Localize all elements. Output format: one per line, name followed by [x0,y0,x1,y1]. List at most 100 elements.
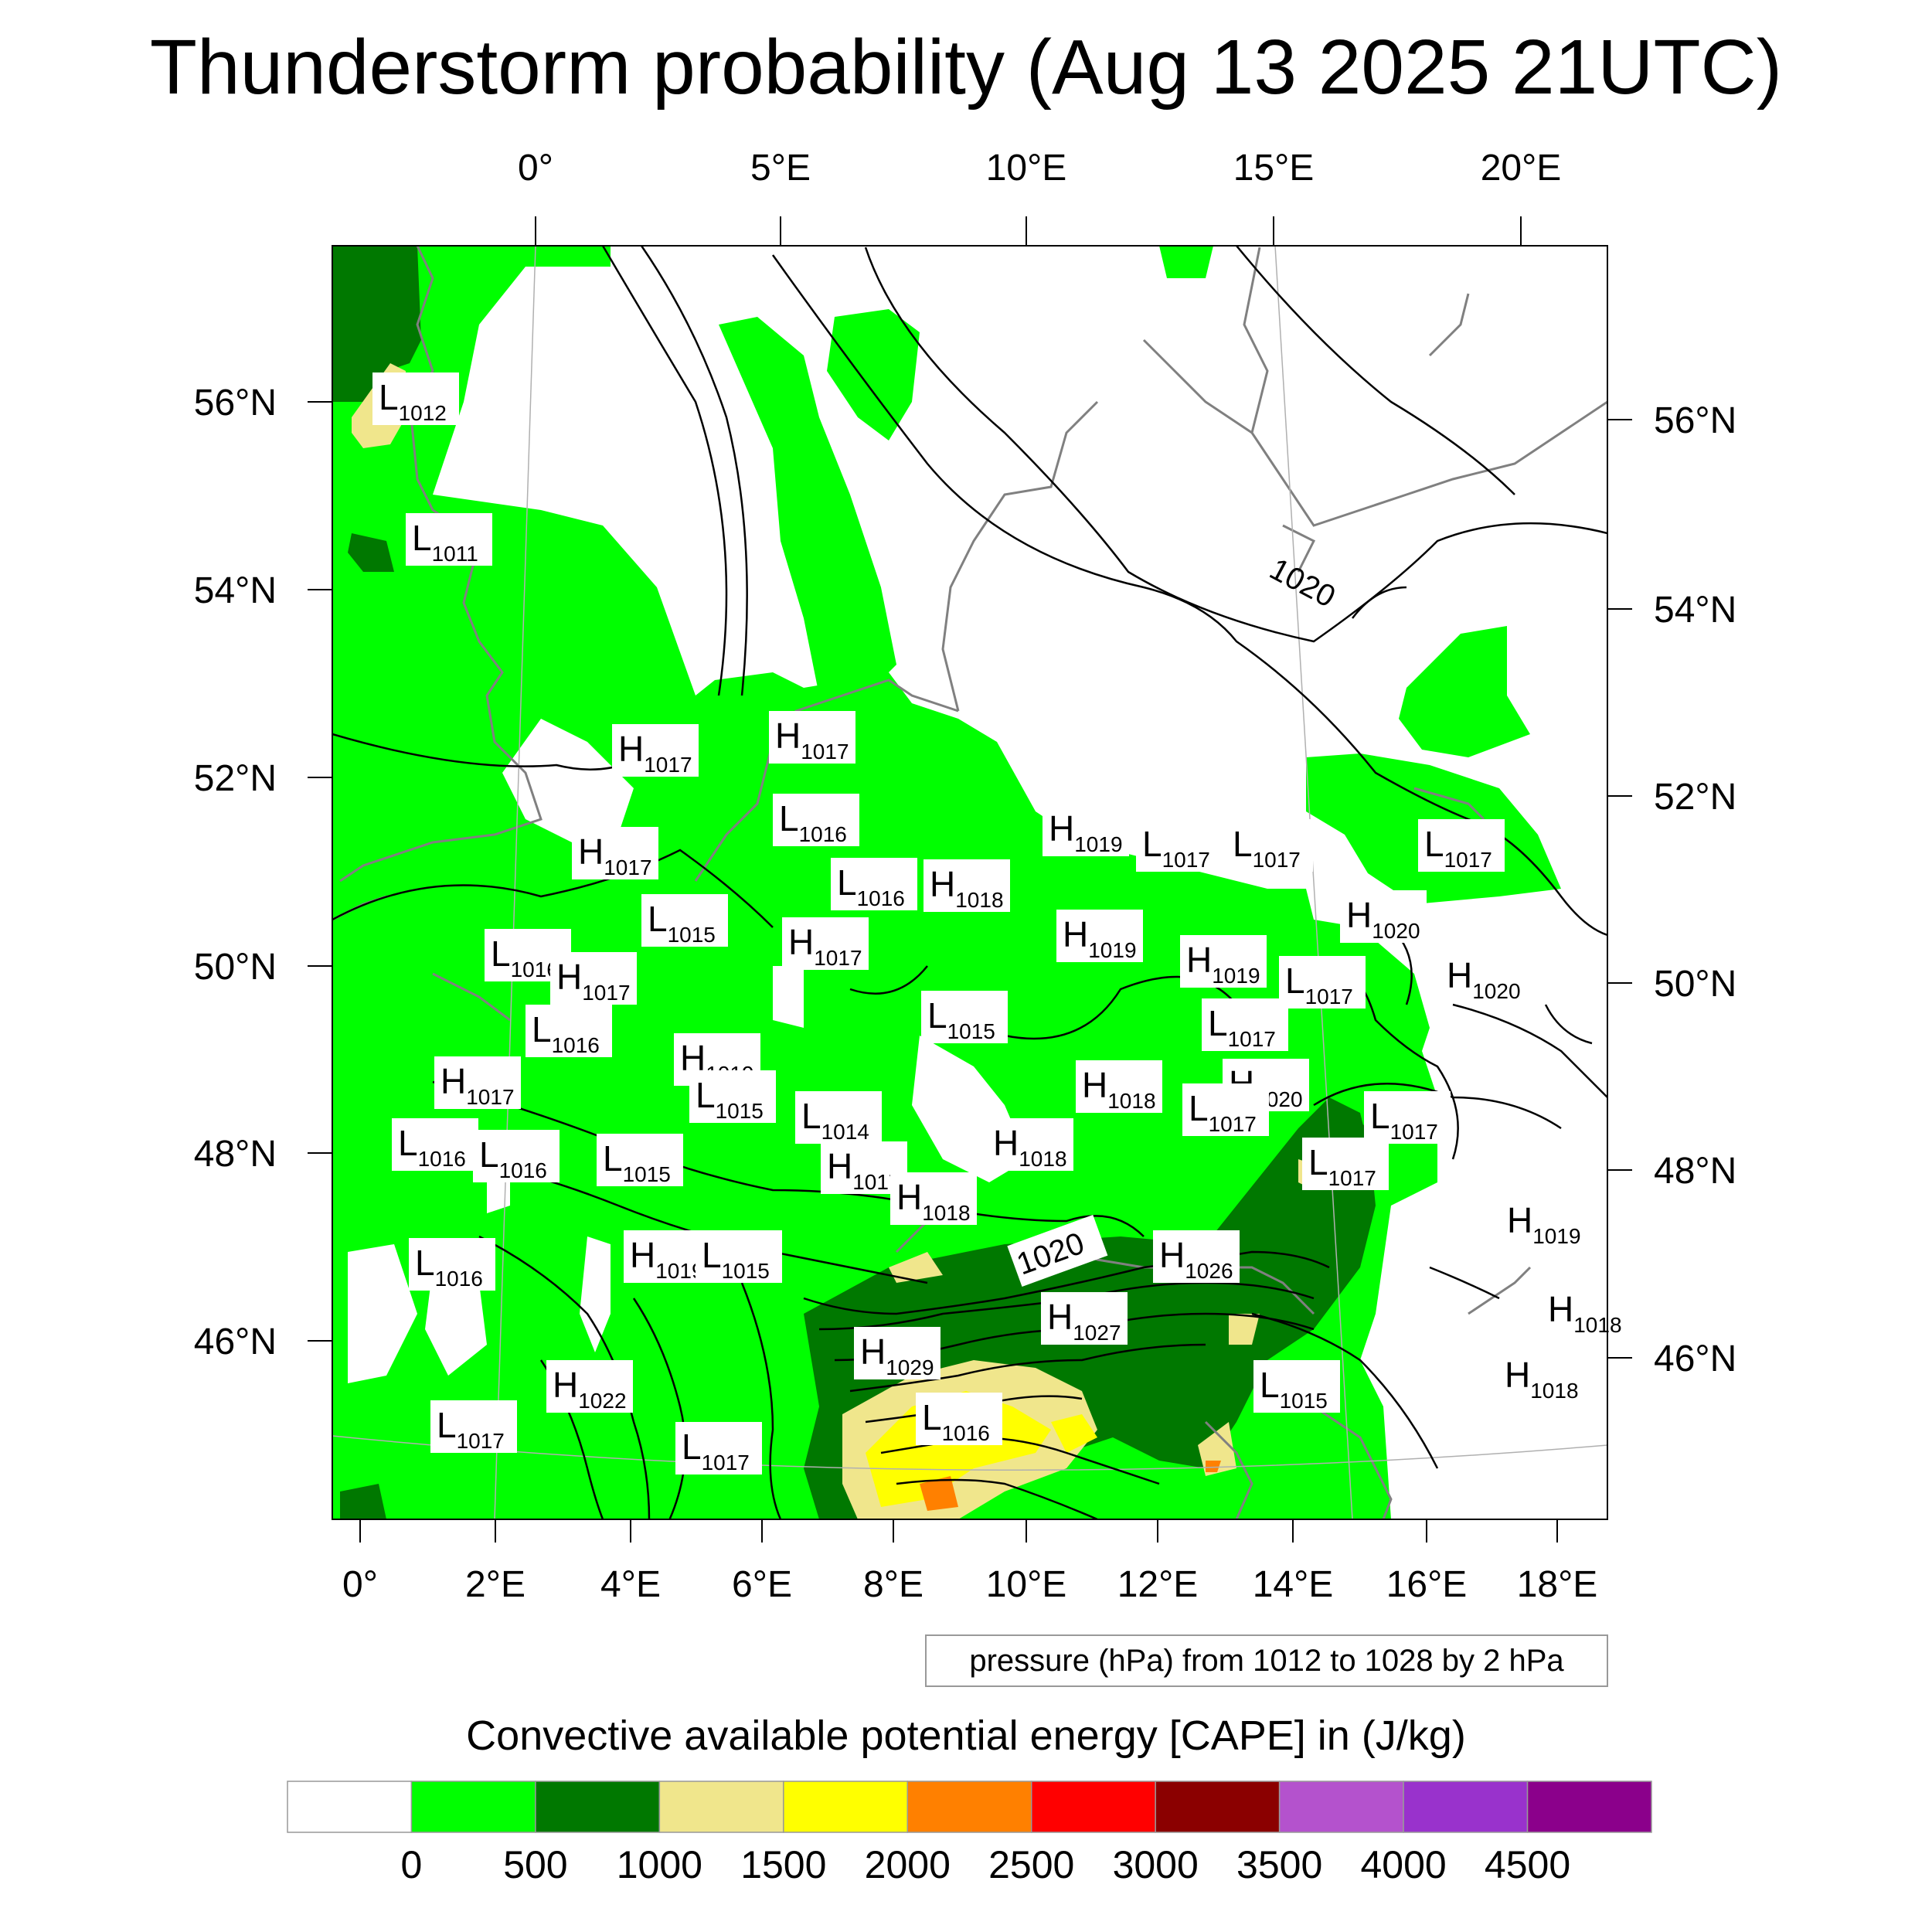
pressure-center-label: H1017 [550,952,637,1005]
svg-text:L1016: L1016 [922,1397,990,1445]
pressure-center-label: L1016 [916,1393,1002,1445]
pressure-center-label: L1016 [773,794,859,846]
colorbar-swatch [1526,1781,1652,1833]
pressure-center-label: L1014 [795,1091,882,1144]
axis-ticks [308,216,1632,1543]
right-tick-label: 46°N [1654,1338,1736,1379]
bottom-tick-label: 4°E [600,1564,661,1605]
pressure-center-label: L1016 [409,1238,495,1291]
pressure-center-label: L1017 [1136,819,1223,872]
svg-text:L1016: L1016 [415,1243,483,1291]
left-tick-label: 52°N [194,758,277,799]
bottom-tick-label: 12°E [1117,1564,1199,1605]
pressure-center-label: L1017 [1202,998,1288,1051]
colorbar-swatch [906,1781,1032,1833]
pressure-center-label: L1016 [473,1130,560,1182]
colorbar [287,1781,1652,1833]
right-tick-label: 50°N [1654,964,1736,1005]
pressure-center-label: L1015 [689,1070,776,1123]
pressure-center-label: H1019 [1043,804,1129,856]
graticule [332,246,1607,1519]
pressure-center-label: L1017 [675,1422,762,1475]
pressure-center-label: H1017 [821,1141,907,1194]
colorbar-label: 1500 [740,1843,826,1886]
colorbar-label: 4000 [1360,1843,1446,1886]
colorbar-swatch [287,1781,413,1833]
map-frame [332,245,1608,1520]
bottom-tick-label: 10°E [986,1564,1067,1605]
pressure-center-label: L1015 [641,894,728,947]
cape-region-channel [332,765,433,927]
bottom-tick-label: 6°E [732,1564,792,1605]
right-tick-label: 56°N [1654,400,1736,441]
top-tick-label: 10°E [986,148,1067,189]
top-tick-label: 0° [518,148,553,189]
coastlines [332,246,1607,1519]
map-title: Thunderstorm probability (Aug 13 2025 21… [149,24,1783,111]
colorbar-label: 0 [401,1843,423,1886]
pressure-center-label: H1020 [1440,951,1527,1003]
colorbar-swatch [783,1781,909,1833]
cape-region-northsea [719,317,896,696]
top-tick-label: 20°E [1481,148,1562,189]
bottom-axis-labels: 0° 2°E 4°E 6°E 8°E 10°E 12°E 14°E 16°E 1… [342,1564,1597,1605]
right-tick-label: 54°N [1654,590,1736,631]
colorbar-swatch [535,1781,661,1833]
right-tick-label: 52°N [1654,777,1736,818]
pressure-center-label: L1017 [1302,1138,1389,1190]
colorbar-label: 2000 [865,1843,951,1886]
left-tick-label: 50°N [194,947,277,988]
bottom-tick-label: 14°E [1253,1564,1334,1605]
pressure-center-label: L1015 [696,1230,782,1283]
colorbar-swatch [1403,1781,1529,1833]
colorbar-label: 4500 [1485,1843,1570,1886]
left-tick-label: 46°N [194,1321,277,1362]
bottom-tick-label: 2°E [465,1564,526,1605]
cape-region-skagerrak [827,309,920,440]
pressure-center-label: H1017 [769,711,855,764]
colorbar-swatch [1155,1781,1281,1833]
colorbar-swatch [410,1781,536,1833]
colorbar-swatch [1278,1781,1404,1833]
pressure-center-label: H1019 [1056,910,1143,962]
pressure-center-label: L1017 [1182,1083,1269,1136]
pressure-center-label: H1018 [923,859,1010,912]
bottom-tick-label: 8°E [863,1564,923,1605]
cape-region-500-1000-scotland [332,246,421,402]
colorbar-swatch [1030,1781,1156,1833]
svg-text:H1017: H1017 [556,957,631,1005]
cape-region-baltic [1399,626,1530,757]
cape-region-1500-2000 [866,1391,1051,1507]
pressure-center-label: H1017 [572,827,658,879]
colorbar-label: 500 [503,1843,567,1886]
pressure-center-label: L1017 [1418,819,1505,872]
pressure-center-label: H1027 [1041,1292,1128,1345]
pressure-center-label: H1018 [987,1118,1073,1171]
pressure-center-label: L1011 [406,513,492,566]
bottom-tick-label: 0° [342,1564,378,1605]
pressure-center-label: L1015 [1253,1360,1340,1413]
left-axis-labels: 56°N 54°N 52°N 50°N 48°N 46°N [194,383,277,1362]
right-axis-labels: 56°N 54°N 52°N 50°N 48°N 46°N [1654,400,1736,1379]
pressure-center-label: H1017 [782,917,869,970]
pressure-center-label: H1018 [1498,1350,1585,1403]
pressure-center-label: L1017 [1279,956,1366,1009]
pressure-center-label: L1016 [526,1005,612,1057]
left-tick-label: 48°N [194,1134,277,1175]
pressure-center-label: H1018 [890,1172,977,1225]
pressure-center-label: H1018 [1076,1060,1162,1113]
bottom-tick-label: 18°E [1517,1564,1598,1605]
pressure-center-label: H1029 [854,1327,940,1379]
pressure-center-label: L1015 [597,1134,683,1186]
pressure-center-label: L1012 [372,372,459,425]
left-tick-label: 54°N [194,570,277,611]
colorbar-label: 3500 [1236,1843,1322,1886]
left-tick-label: 56°N [194,383,277,423]
colorbar-title: Convective available potential energy [C… [466,1713,1466,1759]
pressure-center-label: H1019 [1180,935,1267,988]
right-tick-label: 48°N [1654,1151,1736,1192]
svg-text:L1014: L1014 [801,1096,869,1144]
colorbar-label: 2500 [988,1843,1074,1886]
